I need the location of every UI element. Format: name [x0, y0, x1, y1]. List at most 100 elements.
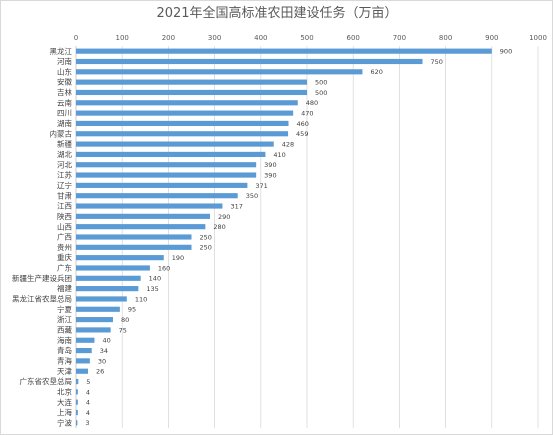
data-label: 4 [86, 399, 90, 407]
bar [76, 255, 164, 261]
bar [76, 409, 78, 416]
bar [76, 89, 307, 96]
x-tick-label: 0 [74, 34, 78, 42]
x-tick-label: 500 [300, 34, 313, 42]
category-label: 辽宁 [57, 180, 72, 190]
gridlines [75, 46, 539, 428]
category-label: 黑龙江 [50, 46, 73, 56]
data-labels: 9007506205005004804704604594284103903903… [85, 48, 512, 428]
bar [76, 286, 139, 292]
category-label: 福建 [57, 283, 72, 293]
category-label: 新疆 [57, 139, 72, 149]
x-tick-label: 1000 [529, 34, 547, 42]
bar [76, 244, 192, 250]
bar [76, 193, 238, 199]
data-label: 428 [282, 140, 294, 148]
category-label: 贵州 [57, 242, 72, 252]
data-label: 3 [85, 419, 89, 427]
x-tick-label: 100 [116, 34, 129, 42]
data-label: 750 [431, 58, 443, 66]
category-label: 浙江 [57, 314, 72, 324]
bar [76, 203, 223, 209]
category-labels: 黑龙江河南山东安徽吉林云南四川湖南内蒙古新疆湖北河北江苏辽宁甘肃江西陕西山西广西… [12, 46, 72, 428]
bar [76, 182, 248, 188]
bar [76, 58, 423, 65]
category-label: 重庆 [57, 252, 72, 262]
category-label: 云南 [57, 97, 72, 107]
bar [76, 337, 95, 343]
data-label: 4 [86, 388, 90, 396]
bar [76, 162, 257, 168]
x-tick-label: 800 [439, 34, 452, 42]
bar [76, 234, 192, 240]
data-label: 40 [102, 337, 110, 345]
category-label: 西藏 [57, 325, 72, 335]
bar [76, 172, 257, 178]
bar [76, 368, 89, 374]
x-tick-label: 700 [393, 34, 406, 42]
x-axis-ticks: 0 100 200 300 400 500 600 700 800 900 1000 [74, 34, 547, 42]
x-tick-label: 900 [485, 34, 498, 42]
data-label: 95 [128, 306, 136, 314]
category-label: 湖北 [57, 150, 72, 159]
category-label: 江西 [57, 202, 72, 211]
data-label: 34 [100, 347, 108, 355]
data-label: 75 [119, 326, 127, 334]
bar [76, 389, 78, 395]
bar [76, 358, 90, 364]
bar [76, 100, 298, 106]
category-label: 青海 [57, 355, 72, 365]
bar [76, 347, 92, 354]
data-label: 390 [264, 161, 276, 169]
bar [76, 141, 274, 147]
data-label: 317 [230, 202, 242, 210]
x-tick-label: 600 [347, 34, 360, 42]
category-label: 四川 [57, 109, 72, 118]
data-label: 135 [146, 285, 158, 293]
data-label: 500 [315, 79, 327, 87]
bar [76, 79, 307, 85]
data-label: 459 [296, 130, 308, 138]
category-label: 黑龙江省农垦总局 [12, 294, 72, 304]
bar [76, 317, 113, 323]
data-label: 290 [218, 213, 230, 221]
bar [76, 420, 78, 426]
bar [76, 275, 141, 281]
bar [76, 151, 266, 157]
data-label: 460 [297, 120, 309, 128]
x-tick-label: 300 [208, 34, 221, 42]
bar [76, 69, 363, 75]
bar [76, 120, 289, 127]
category-label: 吉林 [57, 87, 72, 97]
data-label: 5 [86, 378, 90, 386]
data-label: 350 [246, 192, 258, 200]
category-label: 广东省农垦总局 [20, 376, 73, 386]
data-label: 4 [86, 409, 90, 417]
data-label: 900 [500, 48, 512, 56]
category-label: 湖南 [57, 118, 72, 128]
data-label: 500 [315, 89, 327, 97]
data-label: 110 [135, 295, 147, 303]
category-label: 河北 [57, 160, 72, 169]
data-label: 371 [255, 182, 267, 190]
bar [76, 296, 127, 302]
bar [76, 213, 210, 219]
chart-title: 2021年全国高标准农田建设任务（万亩） [156, 5, 397, 21]
data-label: 140 [149, 275, 161, 283]
category-label: 北京 [57, 386, 72, 396]
category-label: 广西 [57, 232, 72, 242]
bar [76, 378, 79, 385]
data-label: 410 [273, 151, 285, 159]
data-label: 250 [200, 233, 212, 241]
category-label: 广东 [57, 263, 72, 273]
data-label: 30 [98, 357, 106, 365]
category-label: 宁波 [57, 417, 72, 427]
data-label: 250 [200, 244, 212, 252]
category-label: 宁夏 [57, 304, 72, 314]
data-label: 190 [172, 254, 184, 262]
bar [76, 131, 289, 137]
category-label: 甘肃 [57, 190, 72, 200]
category-label: 陕西 [57, 211, 72, 221]
